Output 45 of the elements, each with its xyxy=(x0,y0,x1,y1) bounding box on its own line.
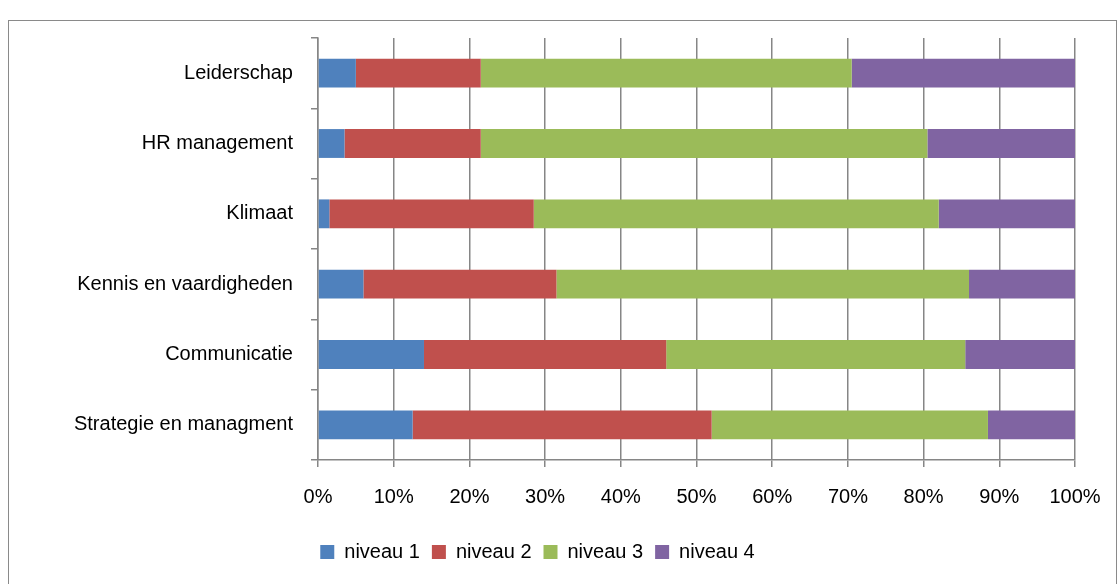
bar xyxy=(851,58,1075,88)
bar xyxy=(329,199,534,229)
x-tick-label: 90% xyxy=(979,484,1020,507)
y-tick-label: Kennis en vaardigheden xyxy=(77,271,293,294)
legend-label: niveau 4 xyxy=(679,539,755,562)
legend-label: niveau 3 xyxy=(567,539,644,562)
x-tick-label: 100% xyxy=(1049,484,1101,507)
y-tick-label: Strategie en managment xyxy=(73,412,294,435)
bar xyxy=(965,340,1075,369)
x-tick-label: 70% xyxy=(827,484,869,507)
bar xyxy=(318,269,364,299)
x-tick-label: 0% xyxy=(303,484,333,507)
bar xyxy=(318,199,330,229)
bar xyxy=(556,269,970,299)
x-tick-label: 40% xyxy=(600,484,642,507)
bar xyxy=(666,340,966,369)
bar xyxy=(344,129,481,158)
x-tick-label: 20% xyxy=(449,484,490,507)
y-tick-label: Klimaat xyxy=(226,201,294,224)
bar xyxy=(480,129,928,158)
x-tick-label: 60% xyxy=(752,484,793,507)
bar xyxy=(318,129,345,158)
x-tick-label: 10% xyxy=(373,484,414,507)
y-tick-label: Leiderschap xyxy=(184,60,293,83)
bar xyxy=(480,58,852,88)
y-tick-label: Communicatie xyxy=(165,342,293,365)
x-tick-label: 80% xyxy=(903,484,944,507)
x-tick-label: 50% xyxy=(676,484,717,507)
y-tick-label: HR management xyxy=(141,131,294,154)
bar xyxy=(711,410,988,440)
bar xyxy=(363,269,557,299)
bar xyxy=(318,410,413,440)
bar xyxy=(318,340,424,369)
legend-label: niveau 2 xyxy=(455,539,532,562)
bar xyxy=(318,58,356,88)
bar xyxy=(423,340,667,369)
x-tick-label: 30% xyxy=(525,484,566,507)
bar xyxy=(533,199,939,229)
bar xyxy=(987,410,1075,440)
bar xyxy=(938,199,1075,229)
legend-label: niveau 1 xyxy=(344,539,420,562)
bar xyxy=(355,58,481,88)
bar xyxy=(927,129,1075,158)
bar xyxy=(412,410,712,440)
bar xyxy=(969,269,1075,299)
